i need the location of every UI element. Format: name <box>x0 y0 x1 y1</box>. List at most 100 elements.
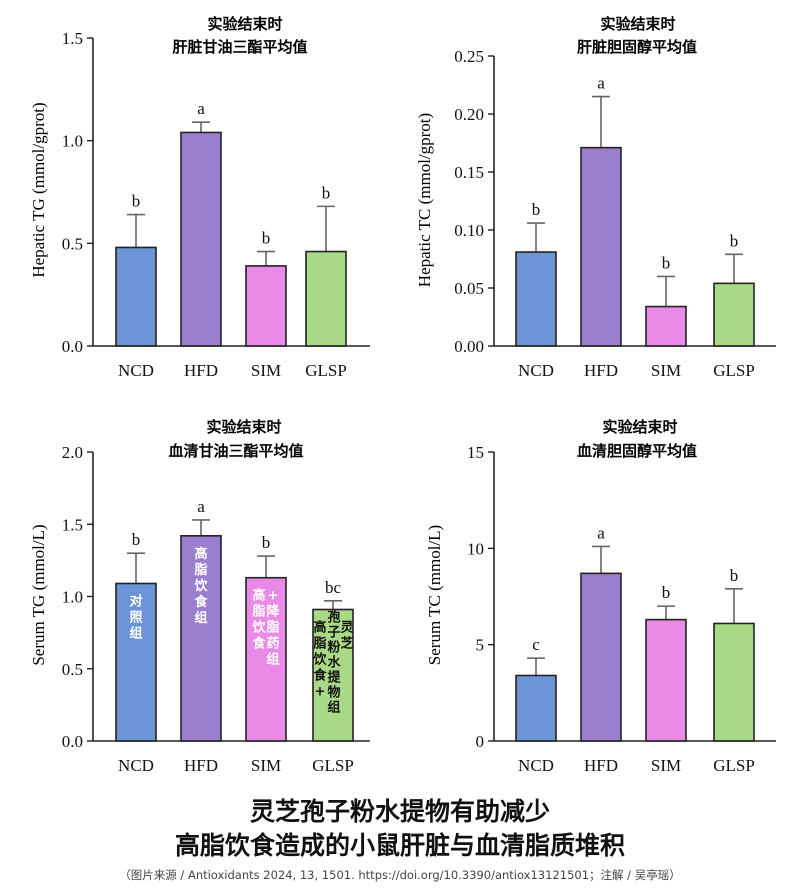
x-tick-label: NCD <box>518 756 554 775</box>
bar-annotation-char: 饮 <box>193 578 208 594</box>
bar-annotation-char: 组 <box>327 700 340 716</box>
x-tick-label: NCD <box>118 361 154 380</box>
bar-sim <box>245 576 287 742</box>
bar-ncd <box>115 246 157 347</box>
chart-title-line2: 肝脏甘油三酯平均值 <box>172 38 307 56</box>
y-tick-label: 0.15 <box>454 163 484 182</box>
bar-annotation-char: 提 <box>327 670 341 686</box>
bar-hfd <box>580 146 622 347</box>
y-tick-label: 0.0 <box>62 732 83 751</box>
x-tick-label: SIM <box>251 361 281 380</box>
bar-annotation-char: 饮 <box>312 652 327 668</box>
chart-title-line2: 血清胆固醇平均值 <box>577 442 697 460</box>
y-tick-label: 1.0 <box>62 132 83 151</box>
x-tick-label: SIM <box>651 361 681 380</box>
significance-letter: a <box>597 74 605 93</box>
x-tick-label: SIM <box>251 756 281 775</box>
footer: 灵芝孢子粉水提物有助减少 高脂饮食造成的小鼠肝脏与血清脂质堆积 （图片来源 / … <box>0 795 800 883</box>
bar-annotation-char: 粉 <box>327 640 340 656</box>
y-axis-label: Serum TC (mmol/L) <box>425 525 444 665</box>
panel-serum-tg: 实验结束时 血清甘油三酯平均值 Serum TG (mmol/L) 0.0 0.5… <box>29 418 370 775</box>
y-axis-label: Serum TG (mmol/L) <box>29 524 48 665</box>
bar-annotation-char: 脂 <box>251 604 265 620</box>
bar-ncd <box>515 674 557 742</box>
bar-glsp <box>305 250 347 347</box>
bar-annotation-char: 组 <box>266 652 279 668</box>
bar-annotation-char: 饮 <box>251 620 266 636</box>
chart-title-line1: 实验结束时 <box>602 418 677 436</box>
y-tick-label: 10 <box>467 539 484 558</box>
x-tick-label: GLSP <box>305 361 347 380</box>
significance-letter: b <box>730 231 739 250</box>
significance-letter: b <box>262 229 271 248</box>
panel-hepatic-tc: 实验结束时 肝脏胆固醇平均值 Hepatic TC (mmol/gprot) 0… <box>415 15 776 380</box>
source-credit: （图片来源 / Antioxidants 2024, 13, 1501. htt… <box>119 868 681 882</box>
bar-annotation-char: 照 <box>129 610 142 625</box>
y-tick-label: 5 <box>476 636 485 655</box>
y-tick-label: 1.0 <box>62 588 83 607</box>
significance-letter: a <box>197 99 205 118</box>
bar-annotation-char: 孢 <box>327 610 340 626</box>
bar-annotation-char: 灵 <box>340 621 354 636</box>
bar-hfd <box>180 131 222 347</box>
y-tick-label: 0.5 <box>62 660 83 679</box>
bar-glsp <box>713 622 755 742</box>
significance-letter: b <box>262 533 271 552</box>
x-tick-label: HFD <box>584 756 618 775</box>
bar-annotation-char: 组 <box>129 625 142 641</box>
bar-annotation-char: + <box>315 685 326 700</box>
significance-letter: bc <box>325 578 342 597</box>
chart-title-line2: 血清甘油三酯平均值 <box>168 442 303 460</box>
bar-annotation-char: 水 <box>327 655 341 671</box>
x-tick-label: SIM <box>651 756 681 775</box>
bar-annotation-char: 高 <box>313 620 326 636</box>
significance-letter: a <box>597 523 605 542</box>
charts-figure: 实验结束时 肝脏甘油三酯平均值 Hepatic TG (mmol/gprot) … <box>29 15 776 775</box>
bar-annotation-char: 物 <box>327 685 340 701</box>
chart-title-line2: 肝脏胆固醇平均值 <box>577 38 697 56</box>
chart-title-line1: 实验结束时 <box>206 418 281 436</box>
bar-annotation-char: 降 <box>266 604 280 620</box>
y-axis-label: Hepatic TG (mmol/gprot) <box>29 102 48 277</box>
y-tick-label: 0.5 <box>62 234 83 253</box>
bar-annotation-char: 高 <box>252 588 265 604</box>
bar-ncd <box>515 251 557 347</box>
bar-annotation-char: 脂 <box>265 620 279 636</box>
y-tick-label: 0.0 <box>62 337 83 356</box>
panel-hepatic-tg: 实验结束时 肝脏甘油三酯平均值 Hepatic TG (mmol/gprot) … <box>29 15 370 380</box>
bar-annotation-char: 对 <box>129 593 142 609</box>
x-tick-label: GLSP <box>312 756 354 775</box>
y-tick-label: 1.5 <box>62 29 83 48</box>
y-tick-label: 2.0 <box>62 443 83 462</box>
y-tick-label: 15 <box>467 443 484 462</box>
bar-sim <box>645 305 687 347</box>
x-tick-label: GLSP <box>713 756 755 775</box>
headline-line1: 灵芝孢子粉水提物有助减少 <box>249 797 550 826</box>
chart-title-line1: 实验结束时 <box>600 15 675 33</box>
y-tick-label: 0.25 <box>454 47 484 66</box>
y-axis-label: Hepatic TC (mmol/gprot) <box>415 113 434 287</box>
bar-annotation-char: 高 <box>194 546 207 562</box>
bar-annotation-char: 脂 <box>193 562 207 578</box>
significance-letter: b <box>322 183 331 202</box>
bar-annotation-char: 组 <box>194 610 207 626</box>
y-tick-label: 0.10 <box>454 221 484 240</box>
bar-hfd <box>580 572 622 742</box>
significance-letter: b <box>132 530 141 549</box>
headline-line2: 高脂饮食造成的小鼠肝脏与血清脂质堆积 <box>174 831 625 860</box>
x-tick-label: HFD <box>584 361 618 380</box>
panel-serum-tc: 实验结束时 血清胆固醇平均值 Serum TC (mmol/L) 0 5 10 15 c… <box>425 418 776 775</box>
bar-annotation-char: 芝 <box>340 636 353 652</box>
y-tick-label: 0.20 <box>454 105 484 124</box>
bar-annotation-char: 食 <box>194 594 208 610</box>
bar-hfd <box>180 535 222 742</box>
significance-letter: b <box>132 192 141 211</box>
significance-letter: b <box>662 583 671 602</box>
y-tick-label: 0.00 <box>454 337 484 356</box>
bar-annotation-char: 食 <box>252 636 266 652</box>
bar-annotation-char: 食 <box>313 668 327 684</box>
bar-annotation-char: + <box>268 589 279 604</box>
bar-annotation-char: 子 <box>327 626 340 641</box>
significance-letter: c <box>532 635 540 654</box>
x-tick-label: GLSP <box>713 361 755 380</box>
